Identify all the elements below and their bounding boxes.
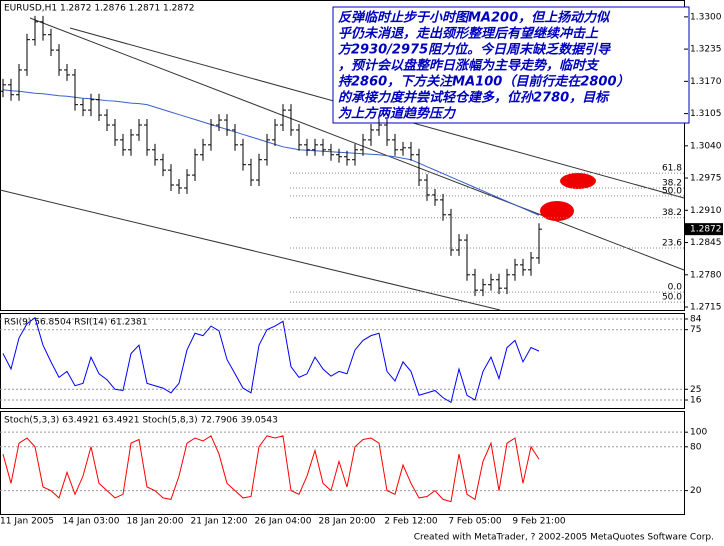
rsi-title: RSI(9) 56.8504 RSI(14) 61.2381: [4, 318, 147, 328]
stoch-panel: [0, 411, 685, 515]
annotation-line: 的承接力度并尝试轻仓建多，位孙2780，目标: [338, 90, 610, 106]
x-tick-label: 21 Jan 12:00: [191, 517, 248, 527]
y-tick-label: 1.3170: [690, 77, 722, 87]
y-tick-label: 25: [690, 385, 701, 395]
fib-label: 38.2: [662, 178, 682, 188]
y-tick-label: 100: [690, 428, 707, 438]
current-price: 1.2872: [690, 225, 722, 235]
rsi-panel: [0, 313, 685, 409]
trendline: [0, 189, 501, 311]
y-tick-label: 84: [690, 314, 702, 324]
fib-label: 0.0: [668, 283, 683, 293]
annotation-line: ，预计会以盘整昨日涨幅为主导走势，临时支: [338, 58, 600, 74]
annotation-line: 乎仍未消退，走出颈形整理后有望继续冲击上: [338, 26, 599, 42]
y-tick-label: 1.3235: [690, 45, 722, 55]
target-marker: [540, 201, 574, 221]
price-panel: [0, 0, 685, 311]
trendline: [29, 17, 685, 271]
x-tick-label: 18 Jan 20:00: [127, 517, 184, 527]
current-price-box: [685, 223, 723, 236]
target-marker: [560, 173, 596, 189]
fib-label: 61.8: [662, 164, 682, 174]
y-tick-label: 1.3300: [690, 12, 722, 22]
series-line: [2, 316, 540, 404]
annotation-box: [332, 6, 690, 124]
y-tick-label: 75: [690, 325, 701, 335]
y-tick-label: 80: [690, 442, 702, 452]
x-tick-label: 11 Jan 2005: [0, 517, 54, 527]
y-tick-label: 1.3105: [690, 109, 722, 119]
fib-label: 38.2: [662, 208, 682, 218]
stoch-title: Stoch(5,3,3) 63.4921 63.4921 Stoch(5,8,3…: [4, 416, 278, 426]
annotation-line: 反弹临时止步于小时图MA200，但上扬动力似: [338, 10, 611, 26]
y-tick-label: 1.2845: [690, 238, 722, 248]
y-tick-label: 16: [690, 396, 702, 406]
annotation-line: 持2860，下方关注MA100（目前行走在2800）: [338, 74, 630, 90]
fib-label: 50.0: [662, 293, 682, 303]
x-tick-label: 2 Feb 12:00: [384, 517, 438, 527]
x-tick-label: 28 Jan 20:00: [319, 517, 376, 527]
x-tick-label: 26 Jan 04:00: [255, 517, 312, 527]
footer: Created with MetaTrader, ? 2002-2005 Met…: [414, 533, 714, 543]
series-line: [2, 435, 540, 503]
fib-label: 23.6: [662, 239, 682, 249]
y-tick-label: 1.3040: [690, 141, 722, 151]
annotation-line: 为上方两道趋势压力: [338, 106, 457, 122]
fib-label: 50.0: [662, 186, 682, 196]
x-tick-label: 9 Feb 21:00: [512, 517, 566, 527]
y-tick-label: 1.2780: [690, 270, 722, 280]
chart-title: EURUSD,H1 1.2872 1.2876 1.2871 1.2872: [4, 4, 195, 14]
y-tick-label: 1.2975: [690, 174, 722, 184]
y-tick-label: 1.2715: [690, 303, 722, 313]
x-tick-label: 7 Feb 05:00: [448, 517, 502, 527]
annotation-line: 方2930/2975阻力位。今日周末缺乏数据引导: [338, 42, 612, 58]
x-tick-label: 14 Jan 03:00: [63, 517, 120, 527]
y-tick-label: 1.2910: [690, 206, 722, 216]
y-tick-label: 20: [690, 486, 702, 496]
series-line: [2, 89, 540, 216]
